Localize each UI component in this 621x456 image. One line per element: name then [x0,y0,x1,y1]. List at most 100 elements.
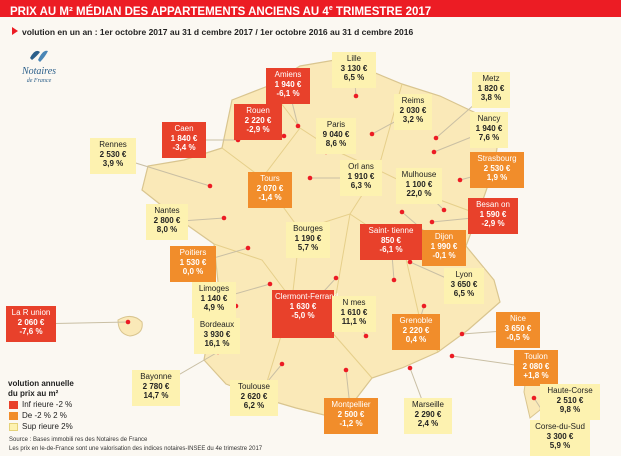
city-price-strasbourg: 2 530 € [483,163,511,173]
city-change-metz: 3,8 % [480,93,502,102]
title-end: TRIMESTRE 2017 [332,5,432,17]
city-price-limoges: 1 140 € [200,293,228,303]
city-city-saint-etienne: Saint- tienne [368,226,414,235]
city-price-reims: 2 030 € [399,105,427,115]
page-title: PRIX AU M² MÉDIAN DES APPARTEMENTS ANCIE… [0,0,621,17]
arrow-icon [12,27,18,35]
city-change-bayonne: 14,7 % [143,391,169,400]
city-change-nantes: 8,0 % [156,225,178,234]
city-label-mulhouse: Mulhouse 1 100 €22,0 % [396,168,442,204]
city-dot-rouen [281,133,287,139]
city-label-strasbourg: Strasbourg 2 530 €1,9 % [470,152,524,188]
legend-title-line2: du prix au m² [8,389,59,398]
legend-swatch-red [9,401,18,409]
city-city-lille: Lille [346,54,362,63]
city-dot-rennes [207,183,213,189]
city-price-nancy: 1 940 € [475,123,503,133]
city-city-lyon: Lyon [455,270,473,279]
city-dot-nancy [431,149,437,155]
city-price-nantes: 2 800 € [153,215,181,225]
city-city-limoges: Limoges [198,284,230,293]
city-label-amiens: Amiens 1 940 € -6,1 % [266,68,310,104]
city-label-reims: Reims 2 030 €3,2 % [394,94,432,130]
city-city-mulhouse: Mulhouse [401,170,437,179]
city-change-nice: -0,5 % [506,333,530,342]
city-dot-nice [459,331,465,337]
city-price-clermont: 1 630 € [289,301,317,311]
city-dot-orleans [307,175,313,181]
city-price-nice: 3 650 € [504,323,532,333]
city-dot-mulhouse [441,207,447,213]
city-label-paris: Paris 9 040 €8,6 % [316,118,356,154]
city-city-rouen: Rouen [246,106,270,115]
city-change-paris: 8,6 % [325,139,347,148]
city-label-rouen: Rouen 2 220 € -2,9 % [234,104,282,140]
city-city-la-reunion: La R union [11,308,51,317]
city-dot-la-reunion [125,319,131,325]
city-label-orleans: Orl ans 1 910 €6,3 % [340,160,382,196]
city-city-toulouse: Toulouse [237,382,271,391]
logo-name: Notaires [21,66,57,77]
city-city-montpellier: Montpellier [331,400,371,409]
city-dot-strasbourg [457,177,463,183]
city-change-nancy: 7,6 % [478,133,500,142]
city-change-grenoble: 0,4 % [405,335,427,344]
city-label-nice: Nice 3 650 € -0,5 % [496,312,540,348]
city-price-nimes: 1 610 € [340,307,368,317]
city-price-toulon: 2 080 € [522,361,550,371]
city-city-rennes: Rennes [99,140,127,149]
city-label-toulon: Toulon 2 080 € +1,8 % [514,350,558,386]
city-price-orleans: 1 910 € [347,171,375,181]
city-price-rennes: 2 530 € [99,149,127,159]
city-label-limoges: Limoges 1 140 €4,9 % [192,282,236,318]
city-label-corse-du-sud: Corse-du-Sud 3 300 €5,9 % [530,420,590,456]
city-price-mulhouse: 1 100 € [405,179,433,189]
city-change-saint-etienne: -6,1 % [379,245,403,254]
city-price-bayonne: 2 780 € [142,381,170,391]
city-change-montpellier: -1,2 % [339,419,363,428]
city-dot-dijon [399,209,405,215]
city-price-saint-etienne: 850 € [380,235,402,245]
city-label-poitiers: Poitiers 1 530 €0,0 % [170,246,216,282]
city-price-toulouse: 2 620 € [240,391,268,401]
city-city-toulon: Toulon [524,352,548,361]
city-city-poitiers: Poitiers [179,248,207,257]
city-dot-limoges [267,281,273,287]
legend-label-orange: De -2 % 2 % [22,411,67,420]
city-dot-saint-etienne [391,277,397,283]
city-change-la-reunion: -7,6 % [19,327,43,336]
city-change-marseille: 2,4 % [417,419,439,428]
city-change-haute-corse: 9,8 % [559,405,581,414]
city-change-amiens: -6,1 % [276,89,300,98]
city-city-tours: Tours [260,174,280,183]
city-change-dijon: -0,1 % [432,251,456,260]
city-dot-amiens [295,123,301,129]
city-city-metz: Metz [482,74,500,83]
city-city-corse-du-sud: Corse-du-Sud [535,422,585,431]
city-change-reims: 3,2 % [402,115,424,124]
city-change-clermont: -5,0 % [291,311,315,320]
city-price-paris: 9 040 € [322,129,350,139]
city-price-bordeaux: 3 930 € [203,329,231,339]
city-label-bourges: Bourges 1 190 €5,7 % [286,222,330,258]
city-label-besancon: Besan on 1 590 € -2,9 % [468,198,518,234]
logo-sub: de France [26,78,52,84]
legend-item-yellow: Sup rieure 2% [8,421,74,432]
city-dot-poitiers [245,245,251,251]
city-city-strasbourg: Strasbourg [477,154,517,163]
city-label-grenoble: Grenoble 2 220 €0,4 % [392,314,440,350]
city-dot-clermont [333,275,339,281]
city-price-caen: 1 840 € [170,133,198,143]
city-change-mulhouse: 22,0 % [406,189,432,198]
notaires-logo: Notaires de France [14,46,64,90]
legend-item-orange: De -2 % 2 % [8,410,74,421]
city-change-bourges: 5,7 % [297,243,319,252]
city-dot-montpellier [343,367,349,373]
city-label-marseille: Marseille 2 290 €2,4 % [404,398,452,434]
city-change-caen: -3,4 % [172,143,196,152]
city-city-nimes: N mes [342,298,366,307]
title-main: PRIX AU M² MÉDIAN DES APPARTEMENTS ANCIE… [10,5,329,17]
city-dot-besancon [429,219,435,225]
city-city-dijon: Dijon [434,232,454,241]
city-city-reims: Reims [401,96,425,105]
